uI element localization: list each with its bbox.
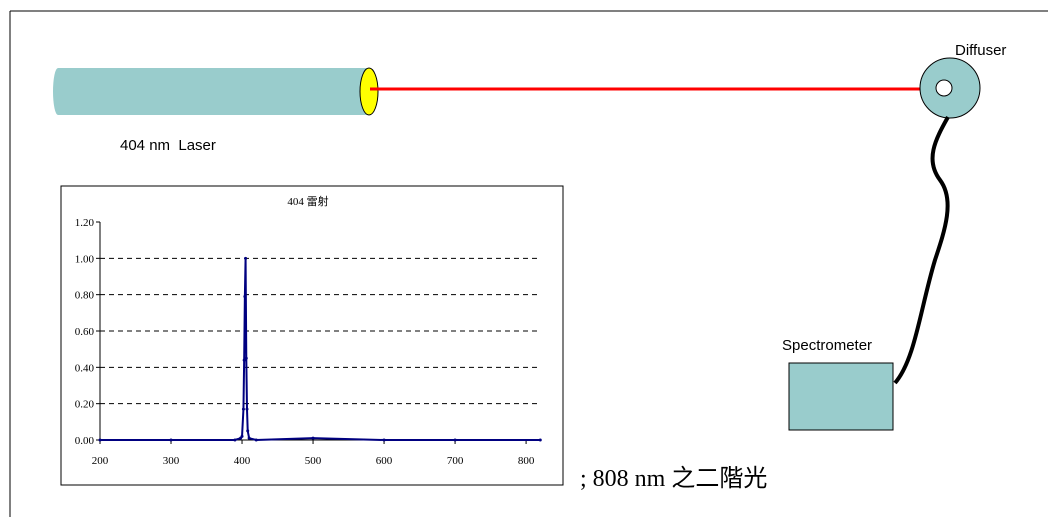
y-tick-label: 1.00	[75, 253, 95, 265]
y-tick-label: 0.60	[75, 326, 95, 338]
point	[312, 437, 315, 440]
fiber-cable	[895, 117, 948, 383]
y-tick-label: 0.40	[75, 362, 95, 374]
diffuser-port	[936, 80, 952, 96]
x-tick-label: 400	[234, 455, 251, 467]
laser-aperture	[360, 68, 378, 115]
point	[246, 408, 249, 411]
point	[246, 429, 249, 432]
y-tick-label: 0.00	[75, 435, 95, 447]
laser-body	[58, 68, 370, 115]
point	[245, 357, 248, 360]
point	[248, 437, 251, 440]
laser-label: 404 nm Laser	[120, 137, 216, 154]
point	[244, 257, 247, 260]
y-tick-label: 1.20	[75, 217, 95, 229]
x-tick-label: 800	[518, 455, 535, 467]
x-tick-label: 500	[305, 455, 322, 467]
chart-title: 404 雷射	[287, 194, 328, 208]
point	[233, 439, 236, 442]
point	[255, 439, 258, 442]
diffuser-label: Diffuser	[955, 42, 1006, 59]
point	[99, 439, 102, 442]
laser-end	[53, 68, 63, 115]
x-tick-label: 600	[376, 455, 393, 467]
point	[241, 435, 244, 438]
x-tick-label: 700	[447, 455, 464, 467]
spectrometer-label: Spectrometer	[782, 337, 872, 354]
point	[243, 295, 246, 298]
page: Diffuser 404 nm Laser Spectrometer ; 808…	[0, 0, 1048, 517]
spectrometer	[789, 363, 893, 430]
x-tick-label: 200	[92, 455, 109, 467]
x-tick-label: 300	[163, 455, 180, 467]
point	[242, 408, 245, 411]
point	[539, 439, 542, 442]
y-tick-label: 0.20	[75, 399, 95, 411]
point	[383, 439, 386, 442]
y-tick-label: 0.80	[75, 290, 95, 302]
point	[170, 439, 173, 442]
note: ; 808 nm 之二階光	[580, 465, 767, 492]
point	[454, 439, 457, 442]
